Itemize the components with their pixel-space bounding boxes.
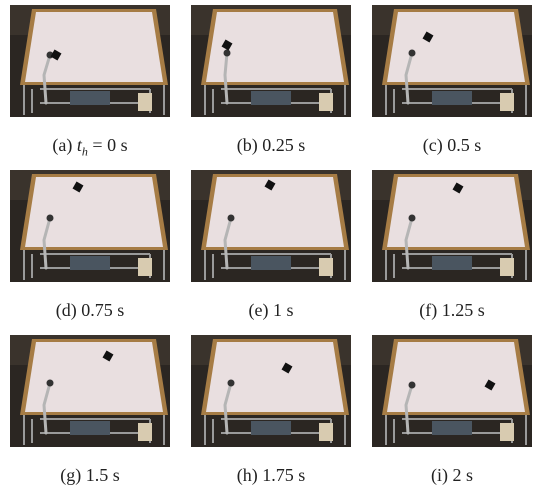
- figure: (a) th = 0 s (b) 0.25 s: [0, 0, 545, 496]
- caption-label: (e): [249, 300, 269, 320]
- caption: (c) 0.5 s: [352, 135, 545, 156]
- photo: [191, 170, 351, 282]
- subfigure: (b) 0.25 s: [191, 5, 351, 117]
- caption-label: (c): [423, 135, 443, 155]
- caption: (b) 0.25 s: [171, 135, 371, 156]
- photo: [10, 335, 170, 447]
- subfigure: (f) 1.25 s: [372, 170, 532, 282]
- caption-text: 1.5 s: [86, 465, 120, 485]
- caption: (e) 1 s: [171, 300, 371, 321]
- caption-label: (f): [419, 300, 437, 320]
- caption-text: = 0 s: [92, 135, 127, 155]
- photo: [10, 170, 170, 282]
- subfigure: (c) 0.5 s: [372, 5, 532, 117]
- caption: (d) 0.75 s: [0, 300, 190, 321]
- caption: (f) 1.25 s: [352, 300, 545, 321]
- caption-text: 1.25 s: [442, 300, 485, 320]
- photo: [10, 5, 170, 117]
- photo: [372, 170, 532, 282]
- subfigure: (g) 1.5 s: [10, 335, 170, 447]
- caption: (h) 1.75 s: [171, 465, 371, 486]
- photo: [191, 335, 351, 447]
- caption-label: (a): [52, 135, 72, 155]
- subfigure: (d) 0.75 s: [10, 170, 170, 282]
- subfigure: (h) 1.75 s: [191, 335, 351, 447]
- caption-text: 0.75 s: [81, 300, 124, 320]
- caption-label: (d): [56, 300, 77, 320]
- subfigure: (e) 1 s: [191, 170, 351, 282]
- subfigure: (a) th = 0 s: [10, 5, 170, 117]
- caption-text: 0.25 s: [262, 135, 305, 155]
- caption: (a) th = 0 s: [0, 135, 190, 160]
- caption: (i) 2 s: [352, 465, 545, 486]
- caption-label: (g): [60, 465, 81, 485]
- caption: (g) 1.5 s: [0, 465, 190, 486]
- photo: [372, 335, 532, 447]
- caption-sub: h: [82, 145, 88, 159]
- caption-text: 1.75 s: [262, 465, 305, 485]
- caption-label: (i): [431, 465, 448, 485]
- caption-label: (b): [237, 135, 258, 155]
- photo: [191, 5, 351, 117]
- caption-text: 0.5 s: [447, 135, 481, 155]
- caption-label: (h): [237, 465, 258, 485]
- caption-text: 2 s: [452, 465, 473, 485]
- subfigure: (i) 2 s: [372, 335, 532, 447]
- caption-text: 1 s: [273, 300, 294, 320]
- photo: [372, 5, 532, 117]
